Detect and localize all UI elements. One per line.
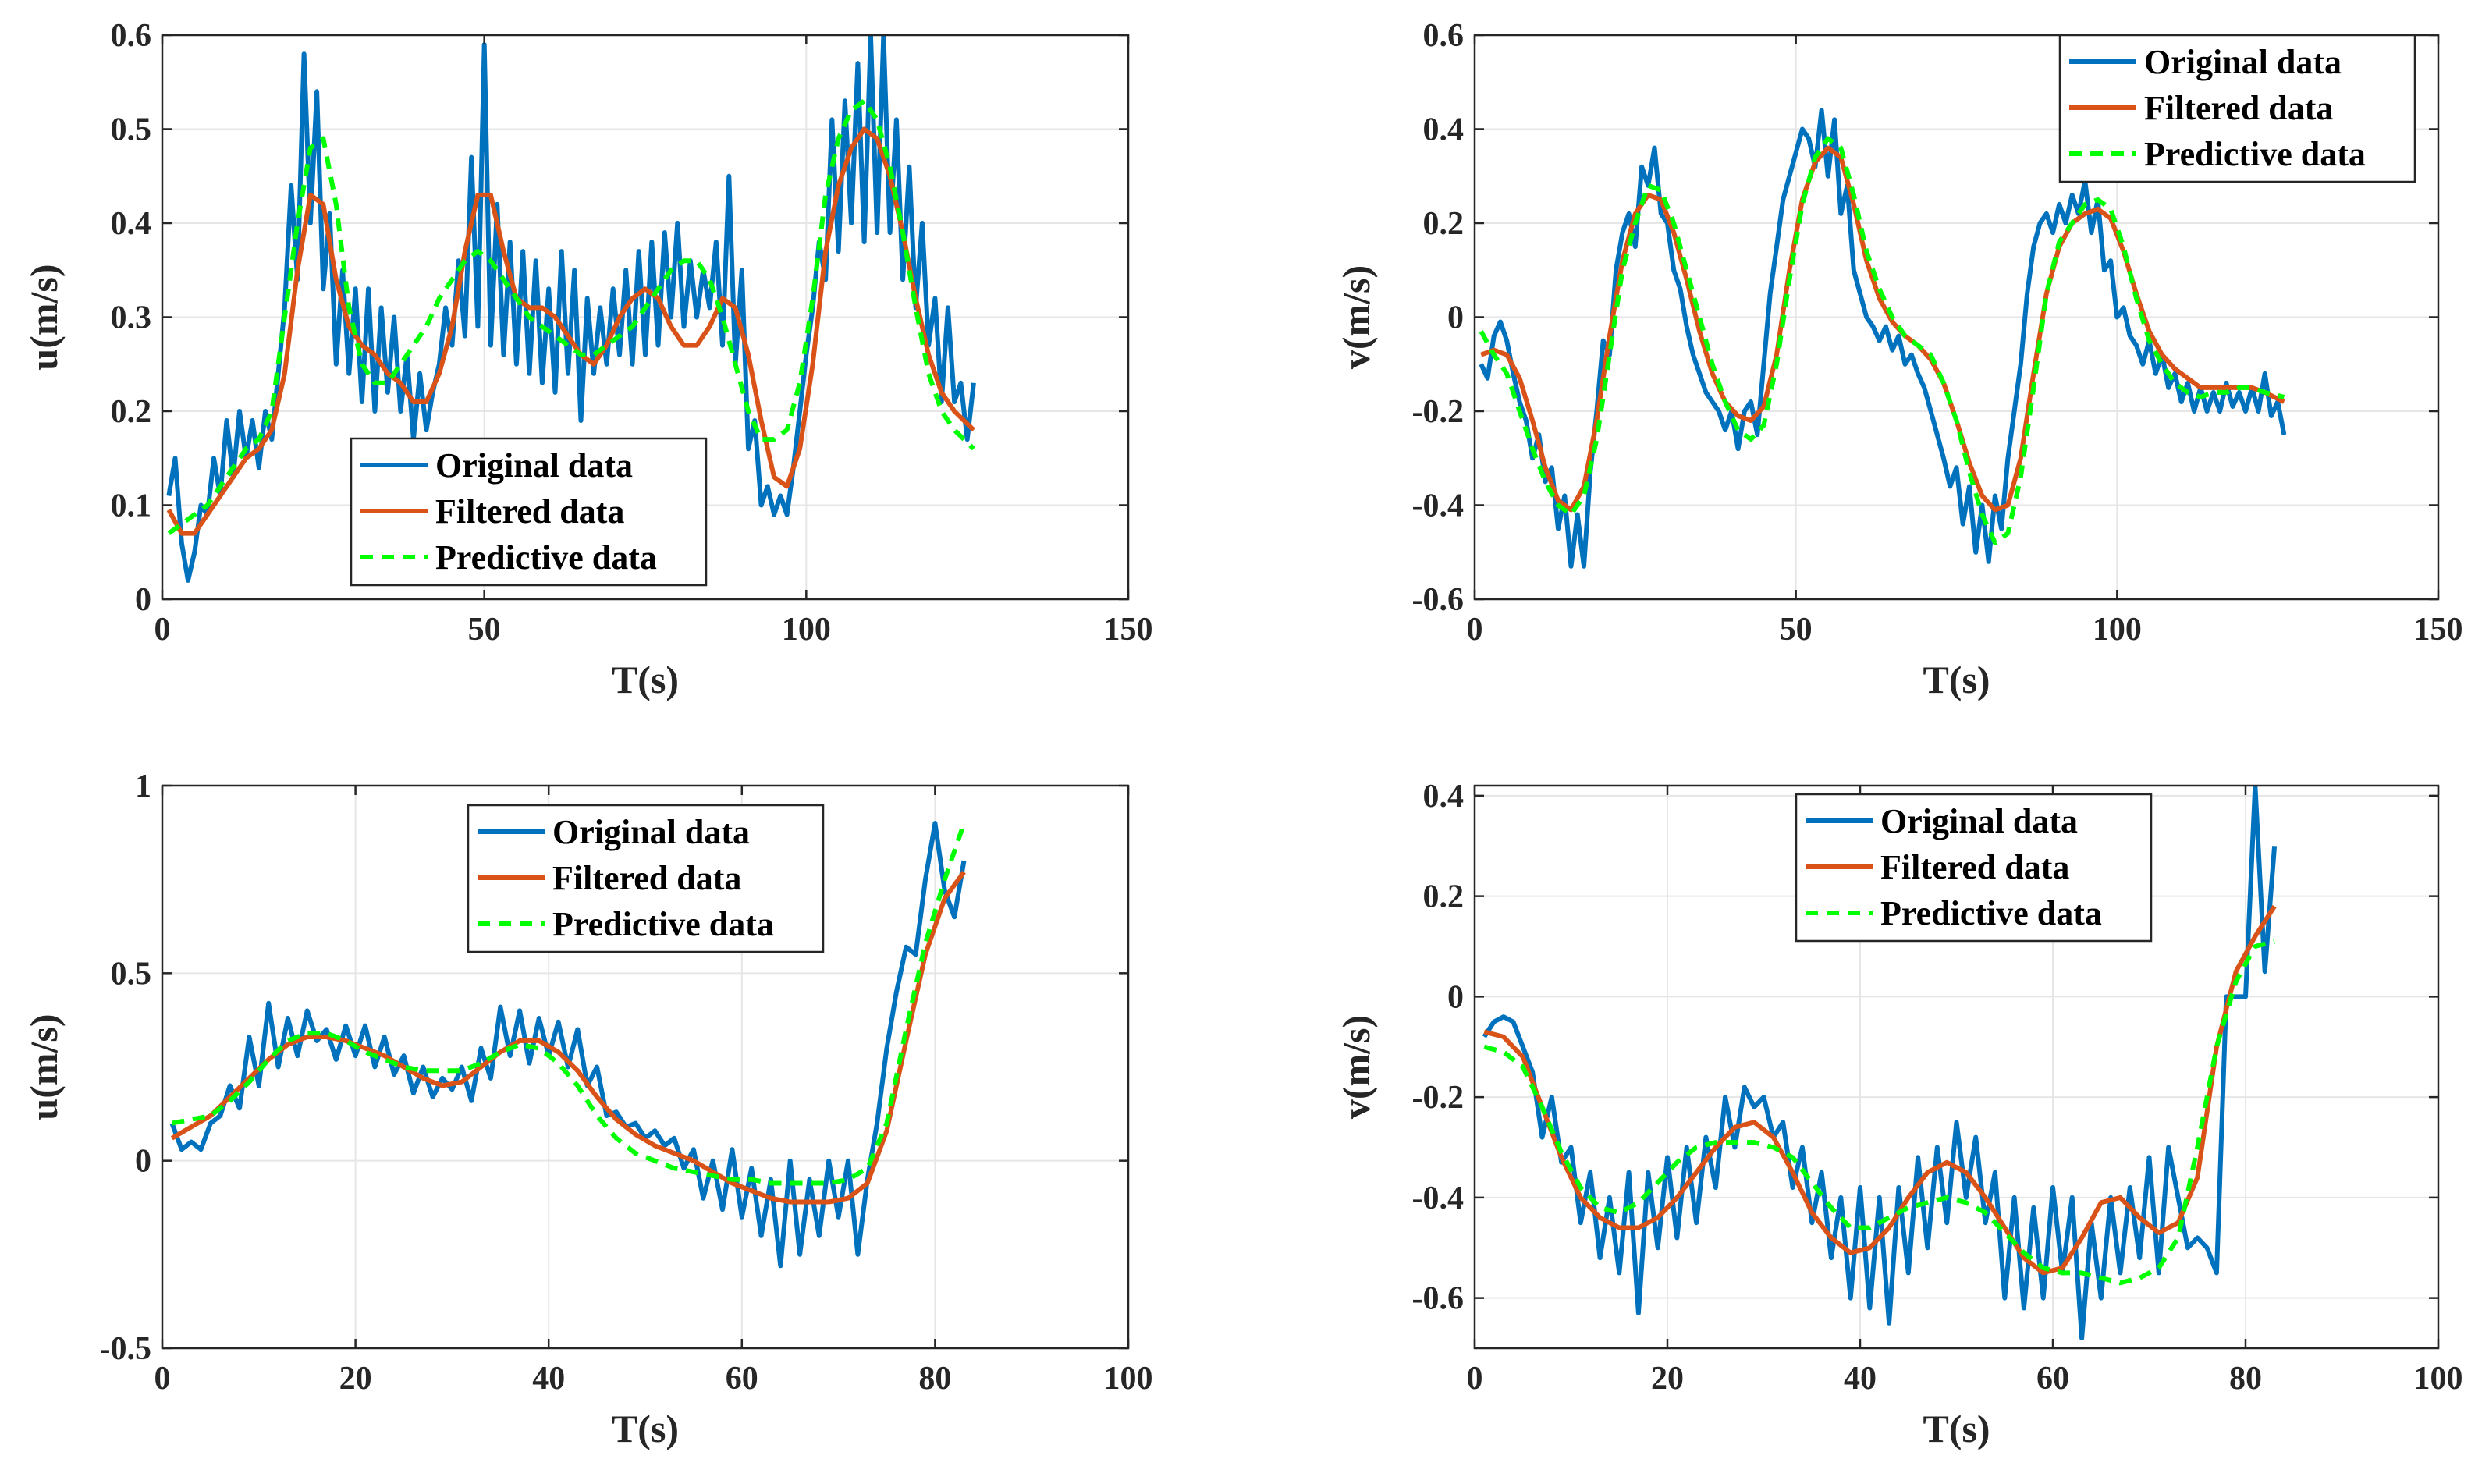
legend-label: Predictive data xyxy=(1880,894,2102,932)
y-tick-label: 0 xyxy=(1447,979,1464,1015)
x-tick-label: 80 xyxy=(2229,1361,2262,1397)
x-tick-label: 50 xyxy=(468,612,501,648)
y-axis-label: v(m/s) xyxy=(1334,265,1378,369)
x-tick-label: 150 xyxy=(1104,612,1153,648)
series-line-predictive-data xyxy=(171,822,967,1186)
legend-label: Predictive data xyxy=(552,905,774,943)
x-tick-label: 100 xyxy=(1104,1361,1153,1397)
x-tick-label: 100 xyxy=(2093,612,2142,648)
y-axis-label: v(m/s) xyxy=(1334,1015,1378,1119)
y-tick-label: -0.6 xyxy=(1412,1281,1465,1317)
x-tick-label: 80 xyxy=(918,1361,951,1397)
y-tick-label: 0.2 xyxy=(1423,879,1465,915)
x-tick-label: 0 xyxy=(154,612,171,648)
legend-label: Filtered data xyxy=(2144,89,2333,127)
chart-panel-1: 0 50 100 150 0 0.1 0.2 0.3 0.4 0.5 0.6 T(s) u(m/s) Or… xyxy=(22,18,1153,701)
y-tick-label: -0.5 xyxy=(100,1331,152,1367)
legend-label: Original data xyxy=(1880,802,2078,840)
y-axis-label: u(m/s) xyxy=(22,1014,66,1120)
y-tick-label: -0.2 xyxy=(1412,394,1465,430)
y-tick-label: 0.4 xyxy=(1423,112,1465,148)
axes-box xyxy=(161,784,1130,1350)
legend: Original data Filtered data Predictive dat… xyxy=(467,804,825,953)
series-line-original-data xyxy=(1482,786,2278,1341)
series-line-filtered-data xyxy=(166,126,975,536)
y-tick-label: 0.5 xyxy=(111,956,152,992)
series-line-filtered-data xyxy=(170,870,966,1205)
y-tick-label: -0.4 xyxy=(1412,1180,1465,1216)
x-tick-label: 20 xyxy=(1651,1361,1684,1397)
y-tick-label: 0.2 xyxy=(111,394,152,430)
y-tick-label: 0.2 xyxy=(1423,206,1465,242)
legend-label: Filtered data xyxy=(1880,848,2069,886)
x-axis-label: T(s) xyxy=(1923,1407,1990,1450)
legend: Original data Filtered data Predictive dat… xyxy=(350,437,708,587)
y-tick-label: 0 xyxy=(1447,300,1464,336)
x-tick-label: 0 xyxy=(1467,612,1483,648)
chart-panel-4: 0 20 40 60 80 100 -0.6 -0.4 -0.2 0 0.2 0.4 T(s) v(m/s… xyxy=(1334,779,2463,1450)
x-tick-label: 50 xyxy=(1780,612,1813,648)
y-tick-label: 1 xyxy=(135,769,151,804)
y-tick-label: 0.1 xyxy=(111,488,152,524)
x-tick-label: 0 xyxy=(1467,1361,1483,1397)
legend-label: Filtered data xyxy=(435,492,624,531)
chart-panel-2: 0 50 100 150 -0.6 -0.4 -0.2 0 0.2 0.4 0.6 T(s) v(m/s… xyxy=(1334,18,2463,701)
y-tick-label: 0 xyxy=(135,582,151,618)
y-tick-label: -0.2 xyxy=(1412,1080,1465,1116)
y-tick-label: 0.4 xyxy=(1423,779,1465,815)
series-line-original-data xyxy=(1479,108,2287,569)
legend-label: Original data xyxy=(2144,43,2342,81)
series-line-filtered-data xyxy=(1483,904,2277,1276)
series-line-predictive-data xyxy=(1479,136,2285,545)
y-tick-label: 0.6 xyxy=(1423,18,1465,54)
x-tick-label: 0 xyxy=(154,1361,171,1397)
y-tick-label: 0.6 xyxy=(111,18,152,54)
series-line-predictive-data xyxy=(167,98,975,536)
y-tick-label: 0.4 xyxy=(111,206,152,242)
legend-label: Predictive data xyxy=(2144,135,2366,173)
x-tick-label: 60 xyxy=(726,1361,758,1397)
legend: Original data Filtered data Predictive dat… xyxy=(1795,793,2153,943)
legend-label: Predictive data xyxy=(435,538,657,577)
y-tick-label: 0.5 xyxy=(111,112,152,148)
x-tick-label: 40 xyxy=(532,1361,565,1397)
chart-panel-3: 0 20 40 60 80 100-0.500.51T(s)u(m/s)Original … xyxy=(22,769,1153,1450)
y-tick-label: -0.4 xyxy=(1412,488,1465,524)
x-tick-label: 100 xyxy=(782,612,831,648)
axes-box xyxy=(1473,784,2440,1350)
legend: Original data Filtered data Predictive dat… xyxy=(2058,34,2416,183)
y-axis-label: u(m/s) xyxy=(22,264,66,370)
x-tick-label: 40 xyxy=(1844,1361,1877,1397)
y-tick-label: 0.3 xyxy=(111,300,152,336)
x-axis-label: T(s) xyxy=(612,1407,679,1450)
y-tick-label: 0 xyxy=(135,1144,151,1180)
x-tick-label: 60 xyxy=(2036,1361,2069,1397)
x-axis-label: T(s) xyxy=(612,658,679,701)
series-line-original-data xyxy=(166,35,976,583)
series-line-original-data xyxy=(169,821,967,1269)
legend-label: Original data xyxy=(435,446,633,485)
x-tick-label: 20 xyxy=(339,1361,372,1397)
legend-label: Filtered data xyxy=(552,859,741,897)
legend-label: Original data xyxy=(552,813,750,851)
x-tick-label: 150 xyxy=(2414,612,2463,648)
x-axis-label: T(s) xyxy=(1923,658,1990,701)
x-tick-label: 100 xyxy=(2414,1361,2463,1397)
series-line-predictive-data xyxy=(1483,939,2275,1286)
y-tick-label: -0.6 xyxy=(1412,582,1465,618)
